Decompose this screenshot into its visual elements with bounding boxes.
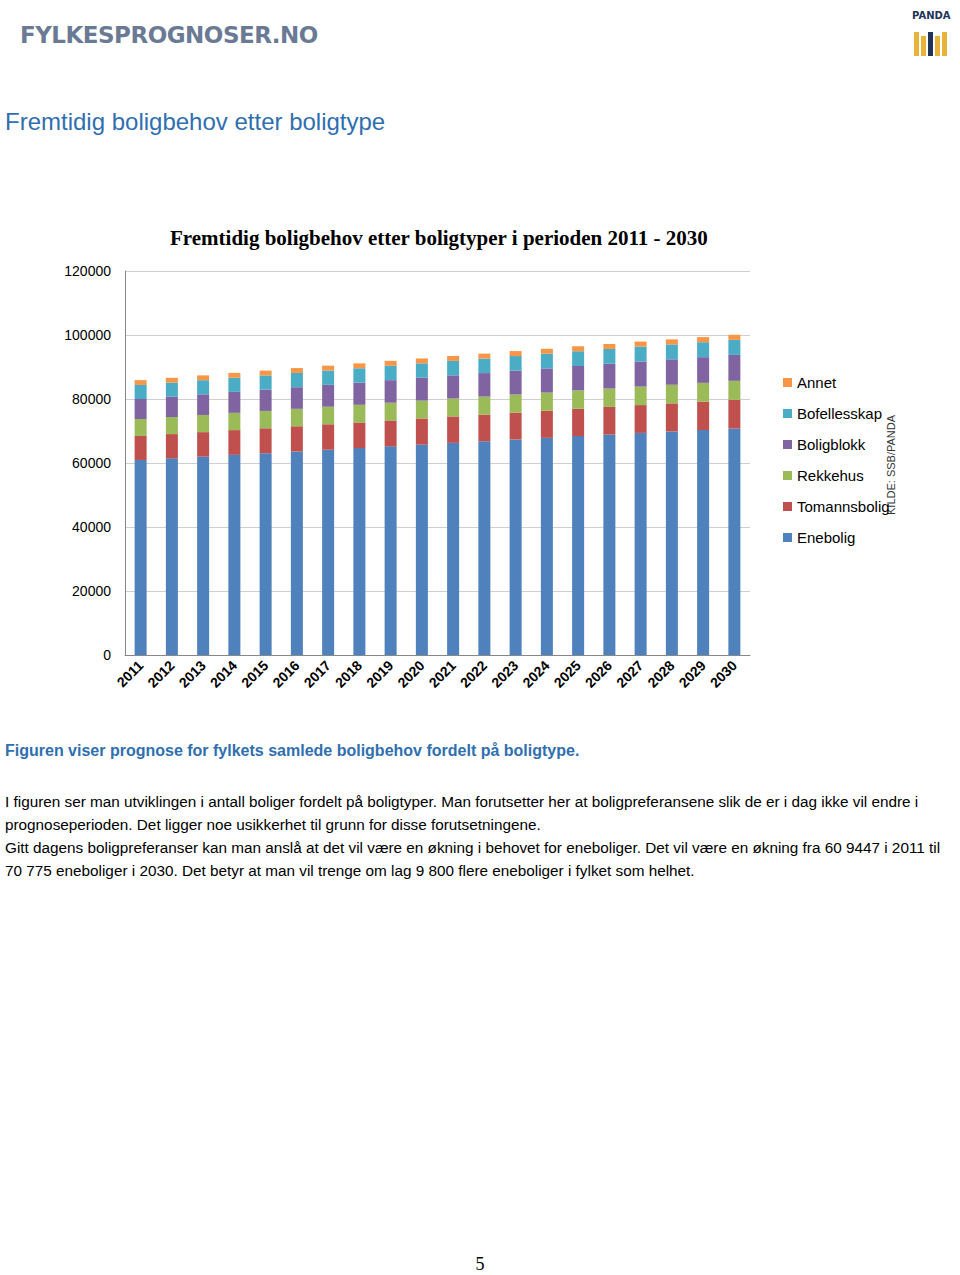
svg-text:2020: 2020	[394, 657, 427, 690]
svg-text:Tomannsbolig: Tomannsbolig	[797, 498, 890, 515]
svg-text:100000: 100000	[64, 327, 111, 343]
svg-text:2024: 2024	[519, 657, 552, 690]
svg-text:2021: 2021	[425, 657, 458, 690]
svg-text:60000: 60000	[72, 455, 111, 471]
svg-text:2026: 2026	[582, 657, 615, 690]
svg-text:2028: 2028	[644, 657, 677, 690]
svg-text:Boligblokk: Boligblokk	[797, 436, 866, 453]
svg-text:Rekkehus: Rekkehus	[797, 467, 864, 484]
html-text:I figuren ser man utviklingen: I figuren ser man utviklingen i antall b…	[5, 793, 919, 833]
svg-text:2022: 2022	[457, 657, 490, 690]
svg-text:2023: 2023	[488, 657, 521, 690]
svg-text:2025: 2025	[550, 657, 583, 690]
html-text:5: 5	[475, 1254, 485, 1274]
html-text:Fremtidig boligbehov etter bol: Fremtidig boligbehov etter boligtype	[5, 108, 386, 135]
svg-text:2017: 2017	[300, 657, 333, 690]
svg-text:80000: 80000	[72, 391, 111, 407]
html-text:PANDA: PANDA	[912, 10, 951, 21]
svg-text:2030: 2030	[707, 657, 740, 690]
svg-text:Fremtidig boligbehov etter bol: Fremtidig boligbehov etter boligtyper i …	[170, 226, 708, 250]
svg-text:Annet: Annet	[797, 374, 837, 391]
svg-text:Enebolig: Enebolig	[797, 529, 855, 546]
html-text:Gitt dagens boligpreferanser k: Gitt dagens boligpreferanser kan man ans…	[5, 839, 941, 879]
svg-text:KILDE: SSB/PANDA: KILDE: SSB/PANDA	[884, 414, 897, 515]
svg-text:0: 0	[103, 647, 111, 663]
html-text:FYLKESPROGNOSER.NO: FYLKESPROGNOSER.NO	[20, 22, 318, 48]
svg-text:120000: 120000	[64, 263, 111, 279]
svg-text:2019: 2019	[363, 657, 396, 690]
svg-text:2013: 2013	[175, 657, 208, 690]
svg-text:2015: 2015	[238, 657, 271, 690]
svg-text:2016: 2016	[269, 657, 302, 690]
svg-text:40000: 40000	[72, 519, 111, 535]
svg-text:2014: 2014	[207, 657, 240, 690]
svg-text:2029: 2029	[675, 657, 708, 690]
svg-text:2011: 2011	[114, 657, 147, 690]
svg-text:20000: 20000	[72, 583, 111, 599]
html-text:Figuren viser prognose for fyl: Figuren viser prognose for fylkets samle…	[5, 742, 580, 759]
svg-text:2027: 2027	[613, 657, 646, 690]
svg-text:2012: 2012	[144, 657, 177, 690]
svg-text:Bofellesskap: Bofellesskap	[797, 405, 882, 422]
svg-text:2018: 2018	[332, 657, 365, 690]
